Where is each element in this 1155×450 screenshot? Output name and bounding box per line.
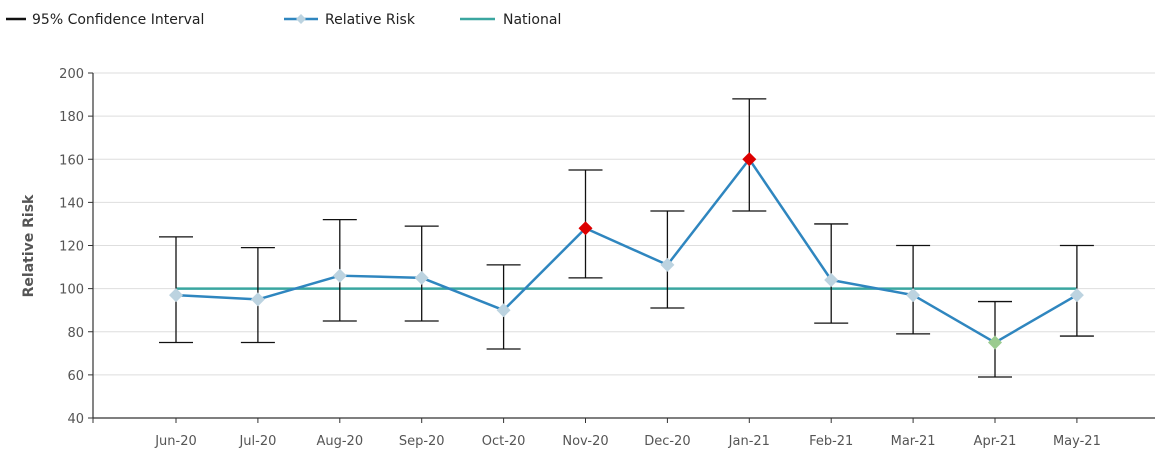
relative-risk-point-Apr-21 [988, 335, 1002, 350]
relative-risk-point-Jul-20 [250, 292, 265, 307]
y-tick-label-60: 60 [67, 369, 84, 384]
y-tick-label-160: 160 [59, 153, 84, 168]
relative-risk-point-Aug-20 [332, 268, 347, 283]
relative-risk-point-Feb-21 [824, 273, 839, 287]
x-tick-label-Aug-20: Aug-20 [316, 434, 363, 449]
relative-risk-point-Jan-21 [742, 152, 757, 167]
relative-risk-point-Mar-21 [906, 288, 921, 303]
plot-area: 40 60 80 100 120 140 160 180 200 Jun-20 Jul-20 Aug-… [59, 67, 1155, 449]
y-tick-label-40: 40 [67, 412, 84, 427]
relative-risk-point-May-21 [1069, 288, 1084, 303]
relative-risk-point-Sep-20 [414, 270, 429, 285]
x-tick-label-Feb-21: Feb-21 [809, 434, 853, 449]
legend-label-confidence-interval: 95% Confidence Interval [32, 12, 204, 28]
y-tick-label-180: 180 [59, 110, 84, 125]
x-tick-label-Jun-20: Jun-20 [154, 434, 197, 449]
legend-label-relative-risk: Relative Risk [325, 12, 416, 28]
x-tick-label-Mar-21: Mar-21 [891, 434, 936, 449]
x-tick-label-Nov-20: Nov-20 [562, 434, 608, 449]
x-tick-label-Dec-20: Dec-20 [644, 434, 690, 449]
legend: 95% Confidence Interval Relative Risk Na… [6, 12, 561, 28]
x-tick-label-May-21: May-21 [1053, 434, 1101, 449]
y-tick-label-120: 120 [59, 240, 84, 255]
x-tick-label-Jul-20: Jul-20 [238, 434, 276, 449]
y-tick-label-100: 100 [59, 283, 84, 298]
x-tick-label-Oct-20: Oct-20 [482, 434, 526, 449]
y-tick-label-200: 200 [59, 67, 84, 82]
legend-item-confidence-interval: 95% Confidence Interval [6, 12, 204, 28]
y-tick-label-140: 140 [59, 196, 84, 211]
y-axis-title: Relative Risk [21, 194, 37, 297]
legend-item-relative-risk: Relative Risk [284, 12, 416, 28]
legend-marker-relative-risk [296, 14, 306, 24]
legend-label-national: National [503, 12, 561, 28]
relative-risk-line [175, 158, 1078, 344]
legend-item-national: National [460, 12, 561, 28]
x-tick-label-Apr-21: Apr-21 [974, 434, 1017, 449]
relative-risk-point-Nov-20 [578, 221, 593, 236]
x-tick-label-Jan-21: Jan-21 [728, 434, 770, 449]
x-tick-label-Sep-20: Sep-20 [399, 434, 445, 449]
relative-risk-point-Jun-20 [169, 288, 183, 303]
relative-risk-point-Dec-20 [660, 257, 675, 272]
relative-risk-point-Oct-20 [496, 303, 511, 318]
y-tick-label-80: 80 [67, 326, 84, 341]
